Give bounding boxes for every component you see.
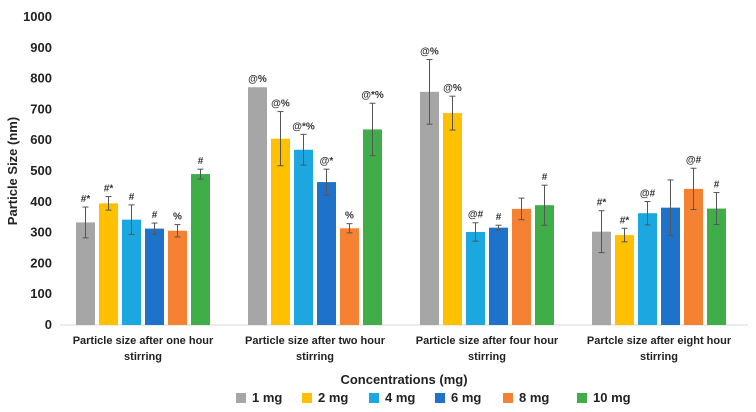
significance-label: % [345,211,354,222]
y-tick-label: 800 [30,71,52,86]
y-tick-label: 200 [30,255,52,270]
y-tick-label: 900 [30,40,52,55]
legend-label: 8 mg [519,390,549,405]
x-category-label: stirring [468,351,506,363]
y-tick-label: 0 [45,317,52,332]
x-category-label: stirring [124,351,162,363]
y-tick-label: 400 [30,194,52,209]
significance-label: % [173,212,182,223]
bar-8mg-cat3 [512,208,531,325]
bar-10mg-cat4 [707,208,726,325]
x-axis-title: Concentrations (mg) [340,372,467,387]
y-tick-label: 700 [30,101,52,116]
bar-6mg-cat2 [317,182,336,325]
bar-1mg-cat2 [248,87,267,325]
bar-2mg-cat3 [443,113,462,325]
y-tick-label: 100 [30,286,52,301]
legend-label: 10 mg [593,390,631,405]
significance-label: #* [104,184,114,195]
x-category-label: stirring [640,351,678,363]
x-category-label: Partcle size after eight hour [587,335,732,347]
y-axis-title: Particle Size (nm) [5,117,20,225]
significance-label: #* [620,215,630,226]
legend-swatch-6mg [435,393,445,403]
significance-label: #* [81,194,91,205]
x-category-label: stirring [296,351,334,363]
bar-8mg-cat2 [340,228,359,325]
significance-label: # [152,210,158,221]
legend-swatch-10mg [577,393,587,403]
legend-swatch-8mg [503,393,513,403]
significance-label: # [496,212,502,223]
bar-2mg-cat2 [271,138,290,325]
significance-label: @% [420,47,439,58]
significance-label: @*% [361,90,384,101]
significance-label: @% [443,83,462,94]
bar-4mg-cat3 [466,231,485,325]
bar-4mg-cat2 [294,149,313,325]
y-tick-label: 600 [30,132,52,147]
significance-label: # [129,192,135,203]
significance-label: # [542,172,548,183]
significance-label: #* [597,198,607,209]
significance-label: @*% [292,121,315,132]
significance-label: # [198,156,204,167]
bar-2mg-cat4 [615,235,634,325]
bar-10mg-cat2 [363,129,382,325]
bar-1mg-cat1 [76,222,95,325]
bar-10mg-cat3 [535,205,554,325]
significance-label: @% [271,99,290,110]
legend-label: 2 mg [318,390,348,405]
significance-label: @* [320,156,334,167]
bar-4mg-cat4 [638,213,657,325]
significance-label: @# [468,210,484,221]
significance-label: @# [686,155,702,166]
bar-1mg-cat4 [592,231,611,325]
significance-label: @# [640,188,656,199]
legend-label: 1 mg [252,390,282,405]
x-category-label: Particle size after one hour [73,335,214,347]
legend-swatch-2mg [302,393,312,403]
bar-1mg-cat3 [420,91,439,326]
legend-swatch-4mg [369,393,379,403]
bar-6mg-cat4 [661,207,680,325]
y-tick-label: 1000 [23,9,52,24]
bar-2mg-cat1 [99,203,118,325]
bar-6mg-cat3 [489,227,508,325]
significance-label: # [714,180,720,191]
significance-label: @% [248,74,267,85]
x-category-label: Particle size after four hour [416,335,559,347]
x-category-label: Particle size after two hour [245,335,386,347]
bar-4mg-cat1 [122,219,141,325]
legend-label: 4 mg [385,390,415,405]
bar-8mg-cat4 [684,188,703,325]
y-tick-label: 300 [30,225,52,240]
bar-8mg-cat1 [168,230,187,325]
legend-swatch-1mg [236,393,246,403]
bar-10mg-cat1 [191,174,210,325]
y-tick-label: 500 [30,163,52,178]
legend-label: 6 mg [451,390,481,405]
bar-6mg-cat1 [145,228,164,325]
